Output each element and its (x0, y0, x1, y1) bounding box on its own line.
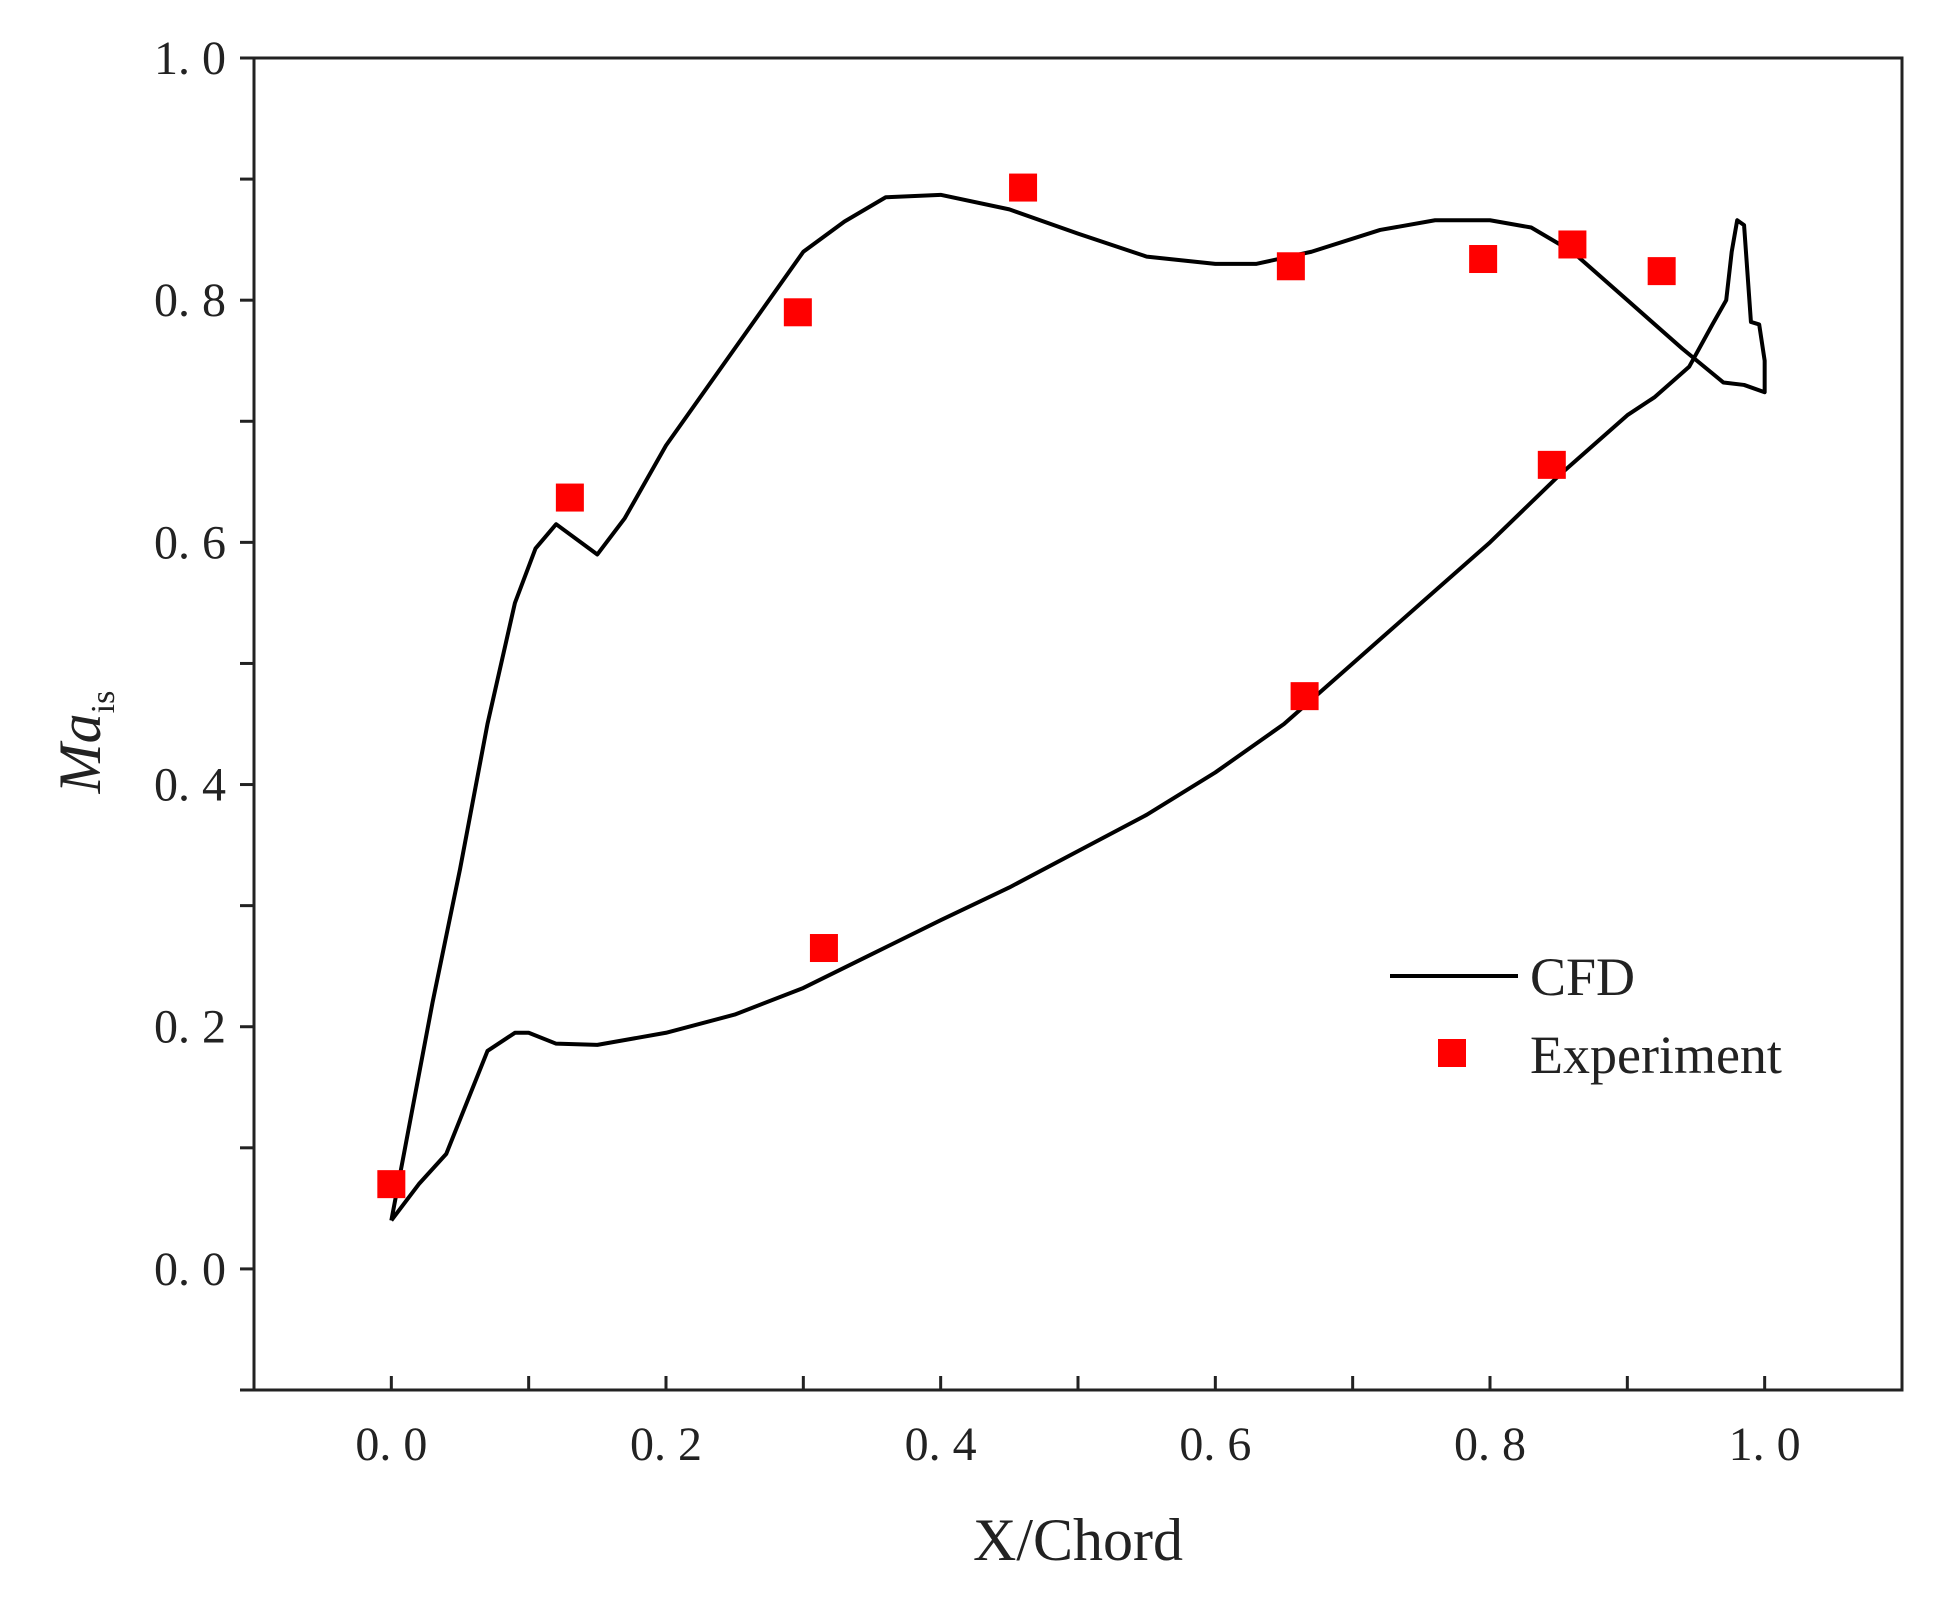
legend-experiment-label: Experiment (1530, 1025, 1782, 1085)
y-axis-label: Mais (47, 691, 122, 795)
cfd-line (389, 192, 1767, 1222)
x-tick-label: 0. 0 (355, 1418, 427, 1471)
experiment-point (809, 934, 838, 963)
y-tick-label: 0. 6 (154, 516, 226, 569)
x-tick-label: 0. 4 (905, 1418, 977, 1471)
x-axis-label: X/Chord (973, 1507, 1183, 1573)
y-tick-label: 0. 0 (154, 1243, 226, 1296)
y-tick-label: 0. 4 (154, 759, 226, 812)
y-tick-label: 1. 0 (154, 32, 226, 85)
experiment-point (1537, 450, 1566, 479)
x-tick-label: 0. 2 (630, 1418, 702, 1471)
y-tick-label: 0. 2 (154, 1001, 226, 1054)
y-tick-label: 0. 8 (154, 274, 226, 327)
experiment-point (1276, 252, 1305, 281)
experiment-point (1009, 173, 1038, 202)
experiment-point (783, 298, 812, 327)
experiment-point (377, 1170, 406, 1199)
legend-experiment-swatch (1438, 1039, 1466, 1067)
experiment-point (1558, 230, 1587, 259)
x-tick-label: 0. 6 (1179, 1418, 1251, 1471)
legend-cfd-label: CFD (1530, 947, 1635, 1007)
experiment-point (1647, 257, 1676, 286)
x-tick-label: 1. 0 (1729, 1418, 1801, 1471)
experiment-point (1290, 682, 1319, 711)
experiment-point (555, 483, 584, 512)
x-tick-label: 0. 8 (1454, 1418, 1526, 1471)
legend: CFD Experiment (1390, 947, 1782, 1085)
experiment-point (1469, 245, 1498, 274)
